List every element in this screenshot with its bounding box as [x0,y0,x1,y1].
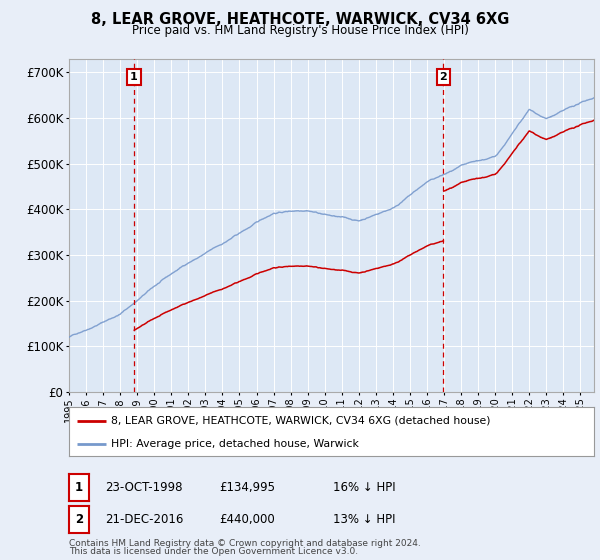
Text: 2: 2 [440,72,448,82]
Text: 1: 1 [130,72,138,82]
Text: This data is licensed under the Open Government Licence v3.0.: This data is licensed under the Open Gov… [69,547,358,556]
Text: 13% ↓ HPI: 13% ↓ HPI [333,513,395,526]
Text: 21-DEC-2016: 21-DEC-2016 [105,513,184,526]
Text: 16% ↓ HPI: 16% ↓ HPI [333,481,395,494]
Text: £440,000: £440,000 [219,513,275,526]
Text: Contains HM Land Registry data © Crown copyright and database right 2024.: Contains HM Land Registry data © Crown c… [69,539,421,548]
Text: 8, LEAR GROVE, HEATHCOTE, WARWICK, CV34 6XG (detached house): 8, LEAR GROVE, HEATHCOTE, WARWICK, CV34 … [111,416,491,426]
Text: £134,995: £134,995 [219,481,275,494]
Text: 1: 1 [75,481,83,494]
Text: Price paid vs. HM Land Registry's House Price Index (HPI): Price paid vs. HM Land Registry's House … [131,24,469,36]
Text: HPI: Average price, detached house, Warwick: HPI: Average price, detached house, Warw… [111,439,359,449]
Text: 2: 2 [75,513,83,526]
Text: 8, LEAR GROVE, HEATHCOTE, WARWICK, CV34 6XG: 8, LEAR GROVE, HEATHCOTE, WARWICK, CV34 … [91,12,509,27]
Text: 23-OCT-1998: 23-OCT-1998 [105,481,182,494]
